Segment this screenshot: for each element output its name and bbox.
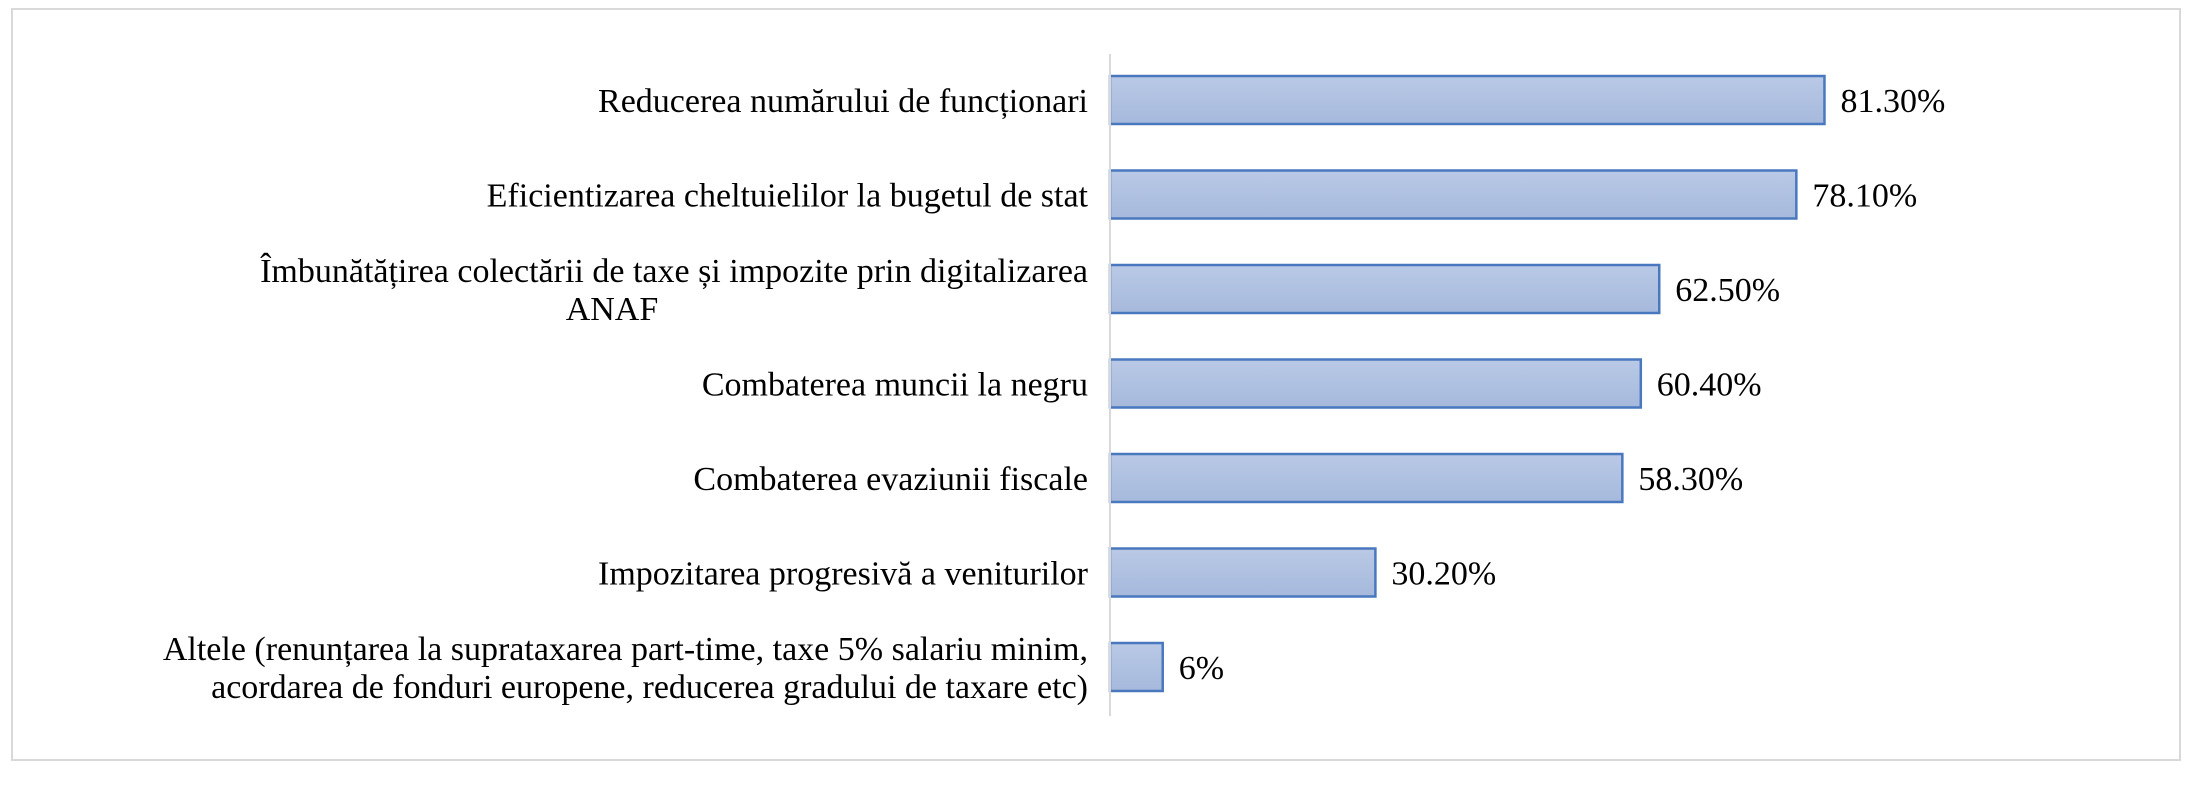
category-labels: Reducerea numărului de funcționari Eficie…	[163, 83, 1089, 706]
bar-5	[1108, 547, 1377, 598]
category-label-2-line-1: ANAF	[566, 291, 659, 328]
category-label-0: Reducerea numărului de funcționari	[598, 83, 1088, 120]
value-label-3: 60.40%	[1657, 367, 1762, 404]
category-label-1: Eficientizarea cheltuielilor la bugetul …	[487, 178, 1089, 215]
value-label-0: 81.30%	[1840, 83, 1945, 120]
value-label-4: 58.30%	[1638, 461, 1743, 498]
chart-frame	[11, 8, 2181, 761]
category-label-6-line-0: Altele (renunțarea la suprataxarea part-…	[163, 631, 1088, 668]
bar-6	[1108, 641, 1164, 693]
category-label-6-line-1: acordarea de fonduri europene, reducerea…	[211, 669, 1088, 706]
value-label-1: 78.10%	[1812, 178, 1917, 215]
bar-3	[1108, 358, 1643, 409]
value-label-5: 30.20%	[1391, 556, 1496, 593]
category-label-3: Combaterea muncii la negru	[702, 367, 1088, 404]
category-label-5: Impozitarea progresivă a veniturilor	[598, 556, 1089, 593]
value-labels: 81.30% 78.10% 62.50% 60.40% 58.30% 30.20% 6%	[1179, 83, 1946, 687]
value-label-6: 6%	[1179, 650, 1224, 687]
category-label-4: Combaterea evaziunii fiscale	[693, 461, 1088, 498]
category-label-2-line-0: Îmbunătățirea colectării de taxe și impo…	[260, 253, 1088, 290]
bar-2	[1108, 263, 1661, 315]
value-label-2: 62.50%	[1675, 272, 1780, 309]
bar-1	[1108, 169, 1798, 220]
bars	[1108, 74, 1826, 693]
bar-0	[1108, 74, 1826, 126]
bar-4	[1108, 452, 1624, 504]
